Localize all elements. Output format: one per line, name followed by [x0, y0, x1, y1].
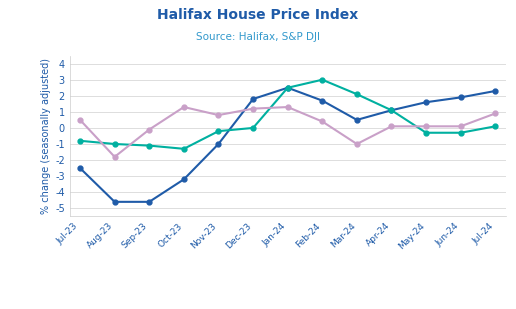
Monthly % Change	[181, 105, 187, 109]
3 Month on 3 Month
% Change	[423, 131, 429, 135]
3 Month on 3 Month
% Change	[284, 86, 291, 90]
Line: Annual % Change: Annual % Change	[77, 85, 498, 204]
Annual % Change	[319, 99, 326, 103]
Monthly % Change	[354, 142, 360, 146]
Annual % Change	[423, 100, 429, 104]
Annual % Change	[77, 166, 83, 170]
Annual % Change	[146, 200, 152, 204]
Annual % Change	[215, 142, 221, 146]
Annual % Change	[492, 89, 498, 93]
Text: Halifax House Price Index: Halifax House Price Index	[157, 8, 359, 22]
Monthly % Change	[111, 155, 118, 159]
3 Month on 3 Month
% Change	[77, 139, 83, 143]
Annual % Change	[389, 108, 395, 112]
Monthly % Change	[423, 125, 429, 128]
Y-axis label: % change (seasonally adjusted): % change (seasonally adjusted)	[41, 58, 51, 214]
Monthly % Change	[146, 128, 152, 131]
3 Month on 3 Month
% Change	[492, 125, 498, 128]
Monthly % Change	[215, 113, 221, 117]
3 Month on 3 Month
% Change	[354, 92, 360, 96]
3 Month on 3 Month
% Change	[389, 108, 395, 112]
Monthly % Change	[319, 120, 326, 123]
Text: Source: Halifax, S&P DJI: Source: Halifax, S&P DJI	[196, 32, 320, 42]
Monthly % Change	[250, 107, 256, 111]
Monthly % Change	[389, 125, 395, 128]
Annual % Change	[181, 177, 187, 181]
3 Month on 3 Month
% Change	[181, 147, 187, 151]
3 Month on 3 Month
% Change	[215, 129, 221, 133]
Monthly % Change	[492, 112, 498, 115]
Line: Monthly % Change: Monthly % Change	[77, 105, 498, 159]
3 Month on 3 Month
% Change	[319, 78, 326, 82]
Annual % Change	[458, 95, 464, 99]
3 Month on 3 Month
% Change	[146, 144, 152, 147]
Annual % Change	[250, 97, 256, 101]
Line: 3 Month on 3 Month
% Change: 3 Month on 3 Month % Change	[77, 77, 498, 151]
Annual % Change	[354, 118, 360, 122]
Annual % Change	[111, 200, 118, 204]
Monthly % Change	[284, 105, 291, 109]
Annual % Change	[284, 86, 291, 90]
3 Month on 3 Month
% Change	[250, 126, 256, 130]
3 Month on 3 Month
% Change	[458, 131, 464, 135]
Monthly % Change	[77, 118, 83, 122]
Monthly % Change	[458, 125, 464, 128]
3 Month on 3 Month
% Change	[111, 142, 118, 146]
